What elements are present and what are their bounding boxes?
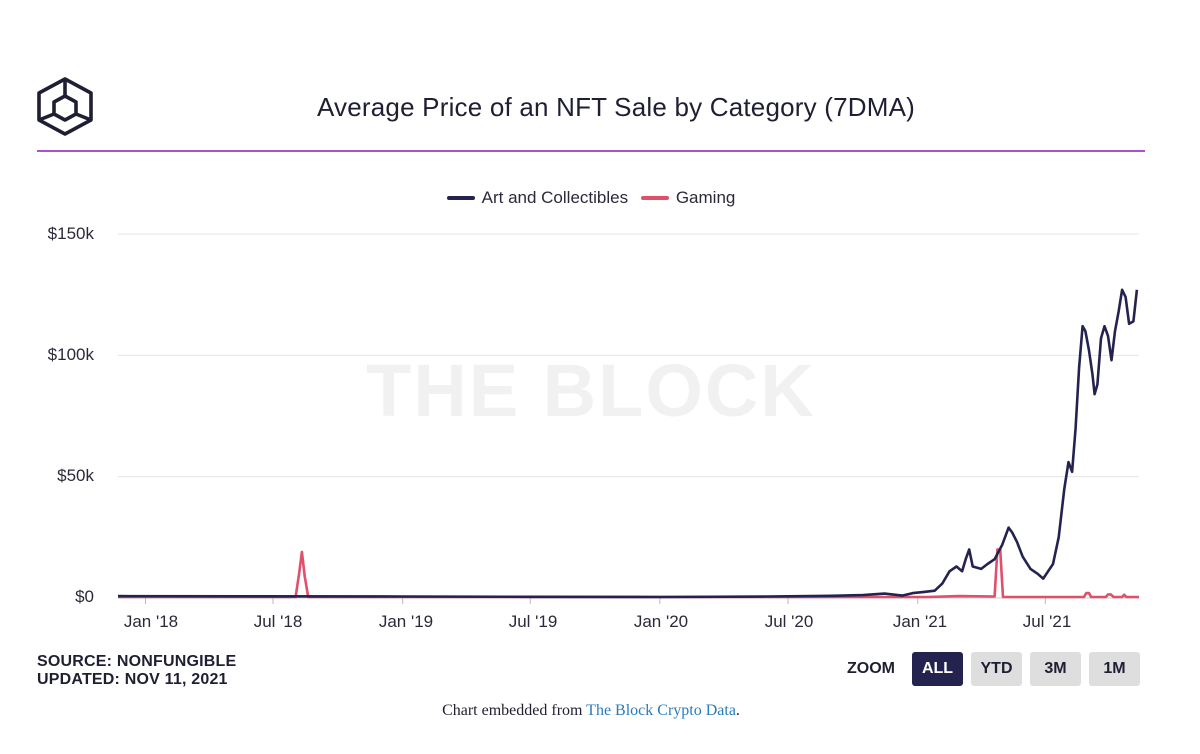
embed-credit: Chart embedded from The Block Crypto Dat… (0, 702, 1182, 720)
zoom-controls: ZOOM ALL YTD 3M 1M (847, 652, 1140, 686)
series-line-art-and-collectibles (117, 288, 1139, 599)
legend-label-gaming: Gaming (675, 188, 736, 207)
watermark-text: THE BLOCK (366, 349, 816, 432)
y-tick-label: $100k (47, 345, 94, 364)
source-label: SOURCE: NONFUNGIBLE (37, 653, 237, 670)
zoom-label: ZOOM (847, 660, 895, 677)
x-tick-label: Jul '18 (253, 612, 303, 631)
x-tick-label: Jul '20 (764, 612, 814, 631)
y-tick-label: $0 (75, 587, 94, 606)
source-info: SOURCE: NONFUNGIBLE UPDATED: NOV 11, 202… (37, 653, 236, 689)
legend-item-art[interactable]: Art and Collectibles (446, 188, 629, 208)
the-block-cube-logo-icon (37, 77, 93, 136)
zoom-1m-button[interactable]: 1M (1089, 652, 1140, 686)
series-line-gaming (118, 548, 1139, 599)
x-tick-label: Jul '21 (1022, 612, 1072, 631)
x-tick-label: Jan '19 (378, 612, 434, 631)
title-divider (37, 150, 1145, 152)
zoom-3m-button[interactable]: 3M (1030, 652, 1081, 686)
legend-swatch-gaming (640, 196, 669, 200)
embed-link[interactable]: The Block Crypto Data (586, 702, 736, 719)
x-tick-label: Jul '19 (508, 612, 558, 631)
y-tick-label: $50k (57, 466, 94, 485)
x-tick-label: Jan '18 (123, 612, 179, 631)
embed-prefix: Chart embedded from (442, 702, 587, 719)
zoom-all-button[interactable]: ALL (912, 652, 963, 686)
zoom-ytd-button[interactable]: YTD (971, 652, 1022, 686)
legend-swatch-art (446, 196, 475, 200)
x-tick-label: Jan '20 (633, 612, 689, 631)
chart-legend: Art and Collectibles Gaming (0, 185, 1182, 208)
legend-label-art: Art and Collectibles (481, 188, 629, 207)
x-tick-label: Jan '21 (892, 612, 948, 631)
legend-item-gaming[interactable]: Gaming (640, 188, 736, 208)
embed-suffix: . (735, 702, 740, 719)
y-tick-label: $150k (47, 224, 94, 243)
updated-label: UPDATED: NOV 11, 2021 (37, 671, 228, 688)
chart-title: Average Price of an NFT Sale by Category… (316, 92, 916, 122)
